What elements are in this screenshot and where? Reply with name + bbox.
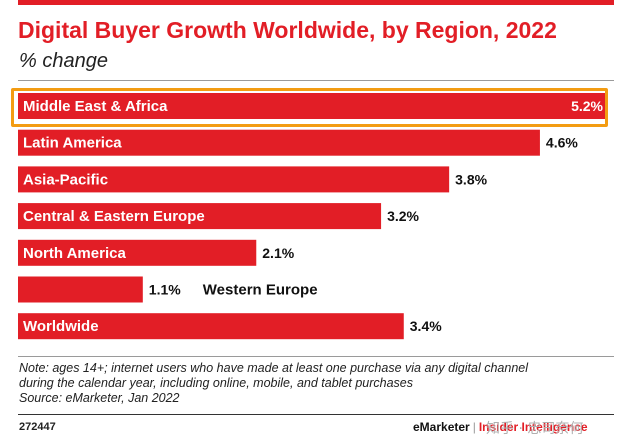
bar-western-europe [18, 276, 143, 303]
chart-title: Digital Buyer Growth Worldwide, by Regio… [18, 17, 557, 43]
bar-middle-east-africa [18, 93, 608, 119]
category-label: Middle East & Africa [23, 98, 168, 115]
value-label: 3.2% [387, 208, 419, 224]
header-divider [18, 80, 614, 81]
brand-name-secondary: Insider Intelligence [478, 420, 588, 434]
value-label: 3.8% [455, 171, 487, 187]
notes-divider [18, 356, 614, 357]
chart-id: 272447 [19, 421, 56, 433]
chart-subtitle: % change [19, 50, 108, 72]
footer-divider [18, 414, 614, 415]
bar-latin-america [18, 129, 540, 156]
watermark: 知乎 · 忠司奈何 [486, 421, 584, 437]
note-line: Note: ages 14+; internet users who have … [19, 361, 529, 375]
brand-logo: eMarketer | Insider Intelligence [413, 420, 588, 434]
source-line: Source: eMarketer, Jan 2022 [19, 391, 180, 405]
chart-notes: Note: ages 14+; internet users who have … [19, 361, 619, 406]
category-label: Asia-Pacific [23, 171, 108, 188]
bar-chart: 5.2% Middle East & Africa 4.6% Latin Americ… [18, 93, 608, 340]
category-label: North America [23, 245, 126, 262]
category-label: Central & Eastern Europe [23, 208, 205, 225]
top-accent-rule [18, 0, 614, 5]
bar-north-america [18, 239, 257, 266]
brand-name: eMarketer [413, 420, 470, 434]
value-label: 4.6% [546, 135, 578, 151]
category-label: Western Europe [203, 282, 318, 299]
value-label: 3.4% [410, 318, 442, 334]
category-label: Worldwide [23, 318, 99, 335]
note-line: during the calendar year, including onli… [19, 376, 414, 390]
bar-asia-pacific [18, 166, 450, 193]
bar-central-eastern-europe [18, 203, 382, 230]
value-label: 1.1% [149, 282, 181, 298]
value-label: 2.1% [262, 245, 294, 261]
bar-worldwide [18, 313, 404, 340]
value-label: 5.2% [571, 98, 603, 114]
category-label: Latin America [23, 135, 122, 152]
highlight-box [11, 88, 608, 127]
brand-separator: | [472, 420, 476, 434]
